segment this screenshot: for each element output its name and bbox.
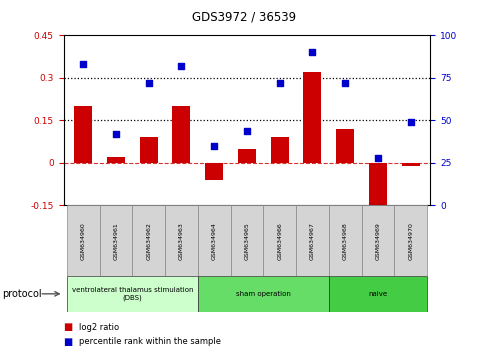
Bar xyxy=(100,205,132,276)
Point xyxy=(341,80,348,86)
Text: sham operation: sham operation xyxy=(235,291,290,297)
Point xyxy=(177,63,185,69)
Bar xyxy=(368,163,386,211)
Bar xyxy=(238,149,255,163)
Point xyxy=(275,80,283,86)
Text: GSM634964: GSM634964 xyxy=(211,222,216,259)
Bar xyxy=(303,72,321,163)
Bar xyxy=(198,276,328,312)
Point xyxy=(210,143,218,149)
Point xyxy=(406,119,414,125)
Bar xyxy=(74,106,92,163)
Bar xyxy=(393,205,426,276)
Point xyxy=(308,50,316,55)
Text: GSM634965: GSM634965 xyxy=(244,222,249,259)
Bar xyxy=(230,205,263,276)
Bar xyxy=(328,276,426,312)
Bar xyxy=(263,205,295,276)
Bar xyxy=(67,205,100,276)
Text: ■: ■ xyxy=(63,322,73,332)
Text: GSM634969: GSM634969 xyxy=(375,222,380,259)
Text: ■: ■ xyxy=(63,337,73,347)
Point xyxy=(243,128,250,133)
Bar xyxy=(328,205,361,276)
Text: GSM634970: GSM634970 xyxy=(407,222,412,259)
Bar xyxy=(172,106,190,163)
Text: GSM634966: GSM634966 xyxy=(277,222,282,259)
Bar xyxy=(270,137,288,163)
Bar xyxy=(67,276,198,312)
Bar xyxy=(140,137,158,163)
Text: naive: naive xyxy=(367,291,386,297)
Bar xyxy=(107,157,125,163)
Text: ventrolateral thalamus stimulation
(DBS): ventrolateral thalamus stimulation (DBS) xyxy=(71,287,193,301)
Bar xyxy=(165,205,198,276)
Text: GSM634968: GSM634968 xyxy=(342,222,347,259)
Point xyxy=(112,131,120,137)
Text: log2 ratio: log2 ratio xyxy=(79,323,119,332)
Bar xyxy=(205,163,223,180)
Bar xyxy=(401,163,419,166)
Text: percentile rank within the sample: percentile rank within the sample xyxy=(79,337,221,346)
Bar xyxy=(295,205,328,276)
Point xyxy=(79,62,87,67)
Text: GSM634961: GSM634961 xyxy=(113,222,118,259)
Text: GSM634960: GSM634960 xyxy=(81,222,85,259)
Text: protocol: protocol xyxy=(2,289,42,299)
Bar xyxy=(198,205,230,276)
Bar xyxy=(361,205,393,276)
Bar xyxy=(132,205,165,276)
Point xyxy=(373,155,381,161)
Text: GSM634962: GSM634962 xyxy=(146,222,151,259)
Text: GDS3972 / 36539: GDS3972 / 36539 xyxy=(192,11,296,24)
Point xyxy=(144,80,152,86)
Text: GSM634963: GSM634963 xyxy=(179,222,183,259)
Bar xyxy=(335,129,353,163)
Text: GSM634967: GSM634967 xyxy=(309,222,314,259)
